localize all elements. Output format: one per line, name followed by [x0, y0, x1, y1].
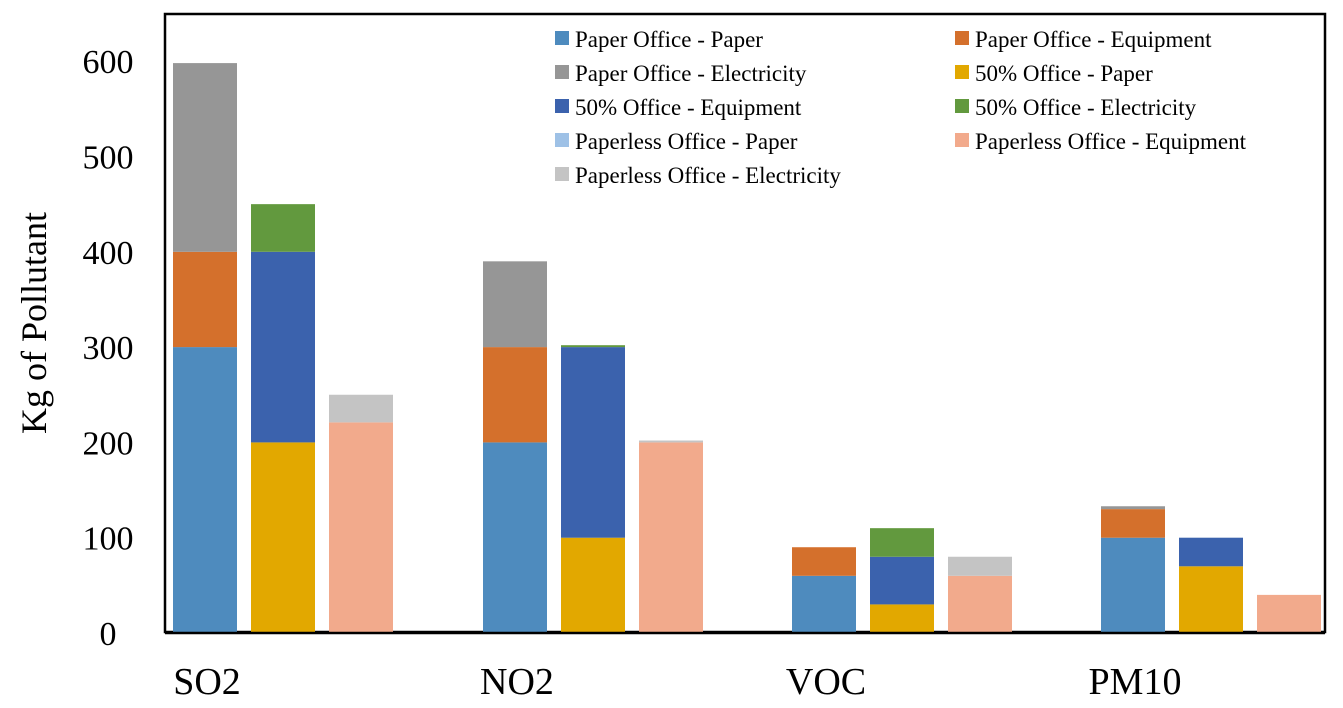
bar-so2-50pct-office-electricity	[251, 204, 315, 252]
y-tick-label-500: 500	[83, 140, 134, 177]
legend-swatch-paperless-office-equipment	[955, 133, 969, 147]
legend-swatch-paper-office-electricity	[555, 65, 569, 79]
legend-swatch-50pct-office-electricity	[955, 99, 969, 113]
y-tick-label-400: 400	[83, 235, 134, 272]
bar-pm10-paper-office-electricity	[1101, 506, 1165, 510]
bar-no2-50pct-office-paper	[561, 537, 625, 633]
bar-pm10-50pct-office-paper	[1179, 566, 1243, 633]
y-tick-label-100: 100	[83, 521, 134, 558]
y-tick-label-200: 200	[83, 425, 134, 462]
bar-so2-50pct-office-equipment	[251, 251, 315, 443]
y-tick-label-300: 300	[83, 330, 134, 367]
legend-label-paper-office-paper: Paper Office - Paper	[575, 27, 763, 52]
legend-label-50pct-office-equipment: 50% Office - Equipment	[575, 95, 802, 120]
y-tick-labels: 0 100 200 300 400 500 600	[83, 44, 134, 653]
x-tick-labels: SO2 NO2 VOC PM10	[173, 661, 1181, 703]
bar-so2-paper-office-paper	[173, 347, 237, 633]
bar-so2-paperless-office-electricity	[329, 394, 393, 423]
legend-swatch-paper-office-paper	[555, 31, 569, 45]
bar-pm10-50pct-office-equipment	[1179, 537, 1243, 567]
x-tick-label-no2: NO2	[480, 661, 554, 703]
legend-swatch-paper-office-equipment	[955, 31, 969, 45]
bar-voc-paperless-office-electricity	[948, 556, 1012, 576]
legend-swatch-50pct-office-paper	[955, 65, 969, 79]
bars-layer	[173, 63, 1321, 633]
legend: Paper Office - Paper Paper Office - Equip…	[555, 27, 1247, 188]
y-tick-label-0: 0	[100, 616, 117, 653]
legend-swatch-50pct-office-equipment	[555, 99, 569, 113]
legend-label-paperless-office-electricity: Paperless Office - Electricity	[575, 163, 841, 188]
bar-no2-50pct-office-equipment	[561, 347, 625, 538]
bar-pm10-paper-office-equipment	[1101, 509, 1165, 538]
bar-no2-50pct-office-electricity	[561, 345, 625, 348]
bar-no2-paper-office-equipment	[483, 347, 547, 443]
legend-label-50pct-office-electricity: 50% Office - Electricity	[975, 95, 1197, 120]
bar-no2-paper-office-electricity	[483, 261, 547, 348]
bar-no2-paperless-office-electricity	[639, 440, 703, 443]
x-tick-label-pm10: PM10	[1089, 661, 1182, 703]
x-tick-label-voc: VOC	[786, 661, 866, 703]
y-axis-label: Kg of Pollutant	[14, 212, 54, 434]
legend-label-paperless-office-paper: Paperless Office - Paper	[575, 129, 798, 154]
x-tick-label-so2: SO2	[173, 661, 241, 703]
bar-so2-paper-office-electricity	[173, 63, 237, 252]
legend-label-paper-office-equipment: Paper Office - Equipment	[975, 27, 1212, 52]
bar-voc-paper-office-equipment	[792, 547, 856, 576]
legend-swatch-paperless-office-electricity	[555, 167, 569, 181]
bar-pm10-paper-office-paper	[1101, 537, 1165, 633]
legend-swatch-paperless-office-paper	[555, 133, 569, 147]
bar-voc-paperless-office-equipment	[948, 575, 1012, 633]
legend-label-paperless-office-equipment: Paperless Office - Equipment	[975, 129, 1247, 154]
legend-label-50pct-office-paper: 50% Office - Paper	[975, 61, 1153, 86]
bar-voc-50pct-office-equipment	[870, 556, 934, 605]
bar-so2-50pct-office-paper	[251, 442, 315, 633]
bar-voc-50pct-office-electricity	[870, 528, 934, 557]
bar-no2-paperless-office-equipment	[639, 442, 703, 633]
bar-no2-paper-office-paper	[483, 442, 547, 633]
y-tick-label-600: 600	[83, 44, 134, 81]
bar-so2-paperless-office-equipment	[329, 422, 393, 633]
bar-voc-50pct-office-paper	[870, 604, 934, 633]
legend-label-paper-office-electricity: Paper Office - Electricity	[575, 61, 807, 86]
bar-so2-paper-office-equipment	[173, 251, 237, 348]
bar-pm10-paperless-office-equipment	[1257, 594, 1321, 633]
bar-voc-paper-office-paper	[792, 575, 856, 633]
